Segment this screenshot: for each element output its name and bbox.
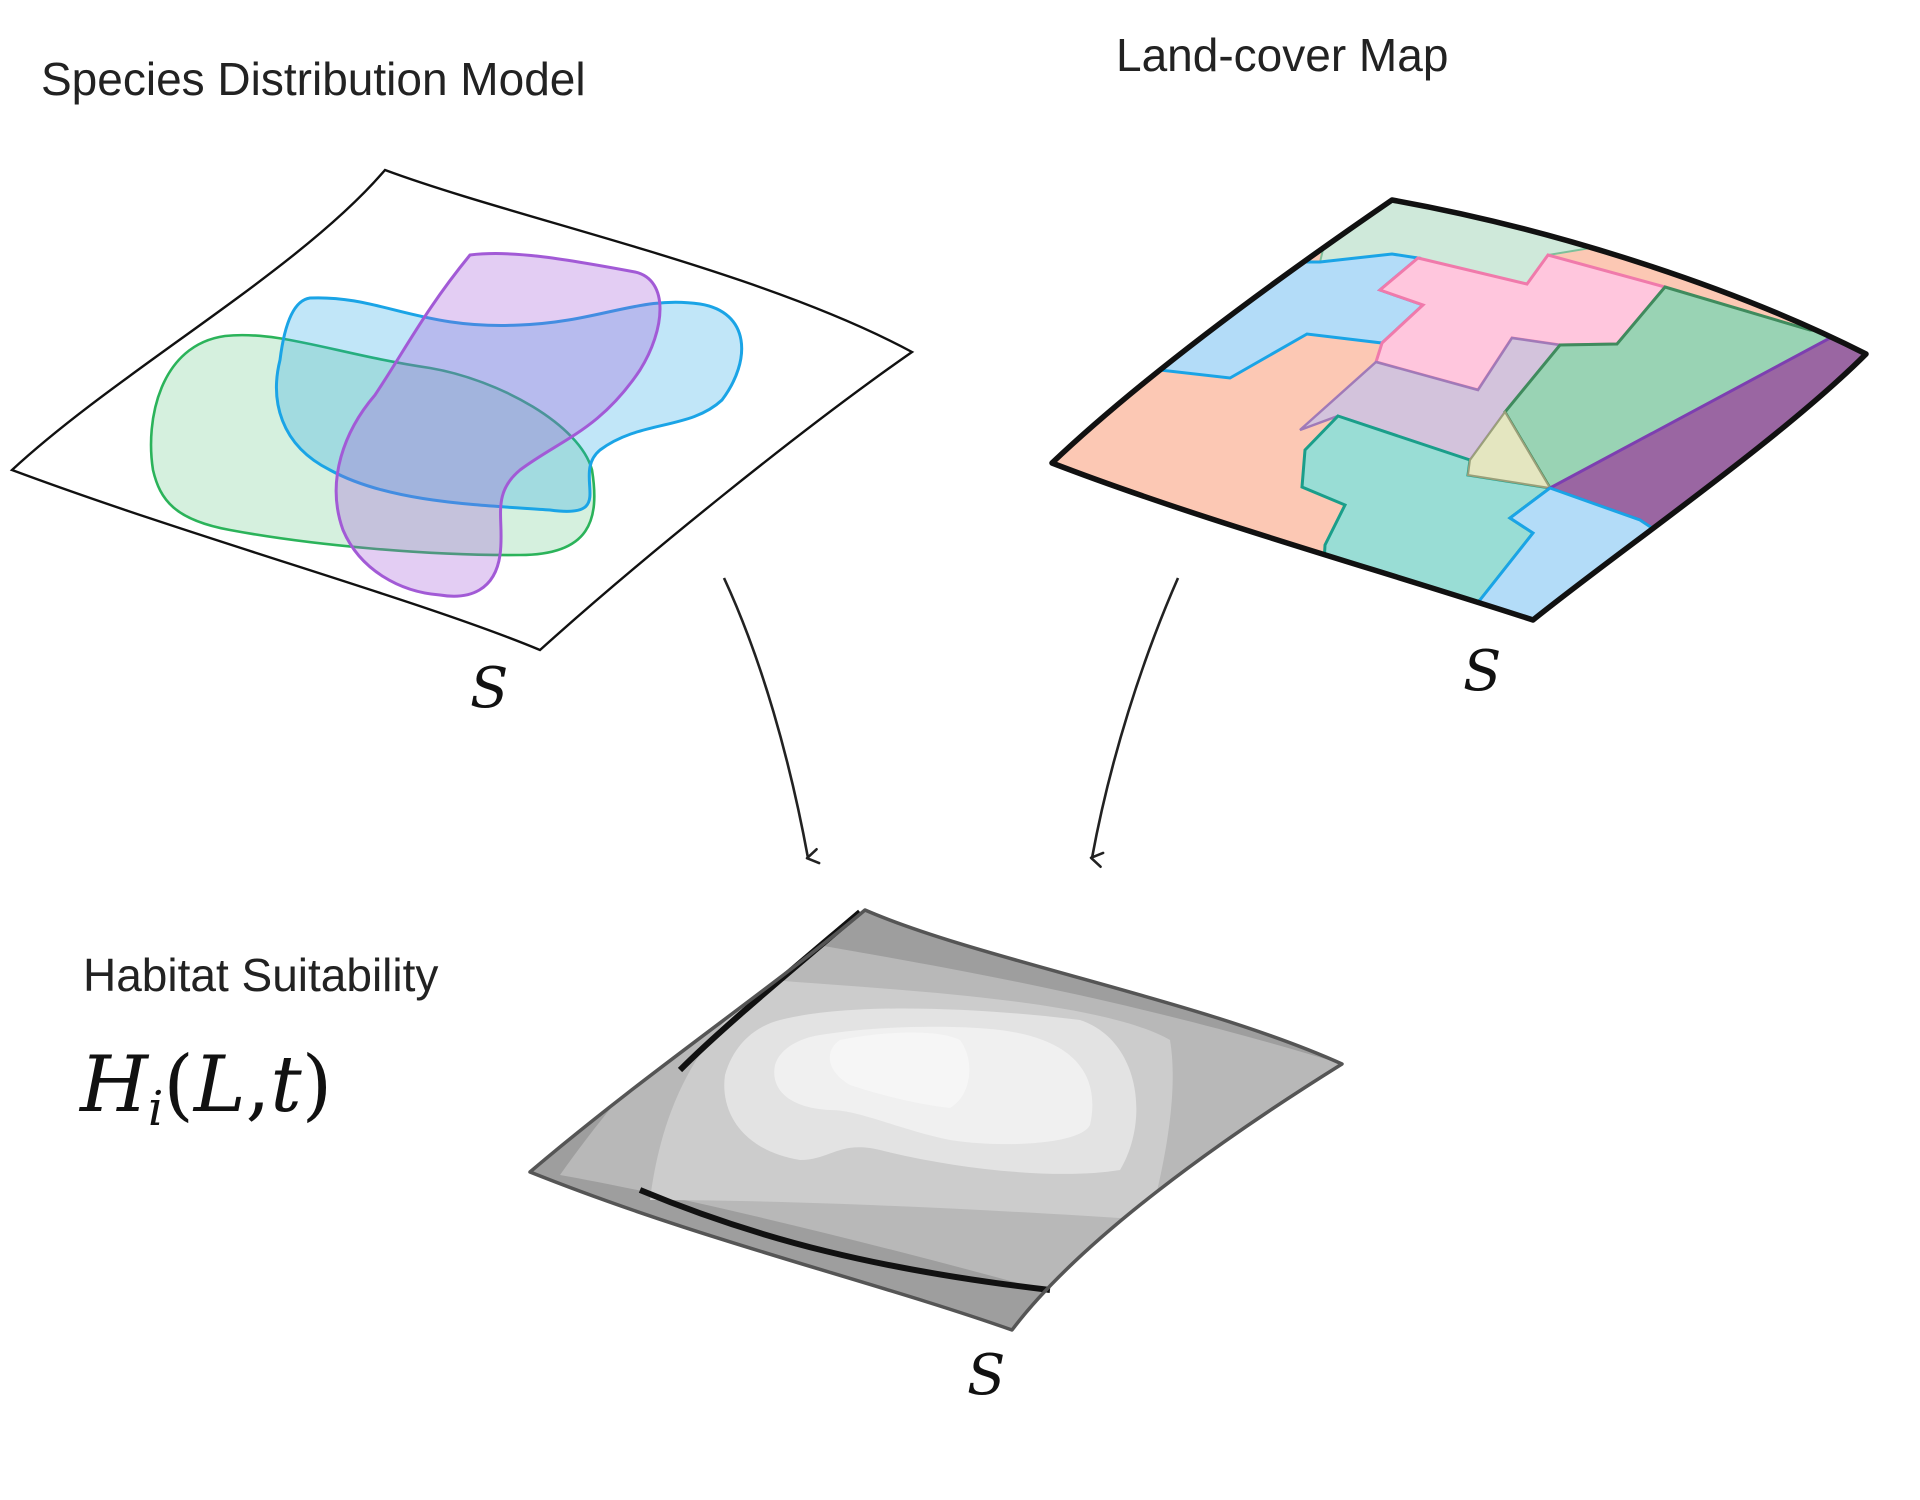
landcover-patches [1052,200,1866,620]
landcover-map-border [1049,197,1869,623]
landcover-map: S [1049,197,1869,704]
formula-close-paren: ) [301,1040,333,1130]
habitat-map-border [528,908,1344,1332]
arrow-sdm-to-habitat [722,577,821,865]
arrow-landcover-to-habitat [1089,577,1180,868]
landcover-space-label: S [1463,639,1501,704]
formula-arg-l: L [193,1040,246,1130]
habitat-space-label: S [967,1343,1005,1408]
sdm-range-blue [275,296,744,513]
landcover-title: Land-cover Map [1116,29,1449,81]
formula-symbol: H [80,1040,149,1130]
habitat-title: Habitat Suitability [83,949,439,1001]
sdm-range-green [149,333,596,557]
sdm-map: S [9,168,915,721]
formula-open-paren: ( [163,1040,194,1130]
formula-arg-t: t [270,1040,302,1130]
formula-comma: , [245,1040,271,1130]
habitat-formula: Hi(L,t) [80,1040,332,1137]
sdm-space-label: S [470,656,508,721]
habitat-map: S [528,908,1344,1408]
sdm-range-purple [334,252,662,598]
formula-subscript: i [148,1081,164,1137]
sdm-title: Species Distribution Model [41,53,586,105]
habitat-band-peak [829,1032,970,1108]
patch-yellow [1466,410,1552,490]
habitat-surface [530,910,1342,1330]
